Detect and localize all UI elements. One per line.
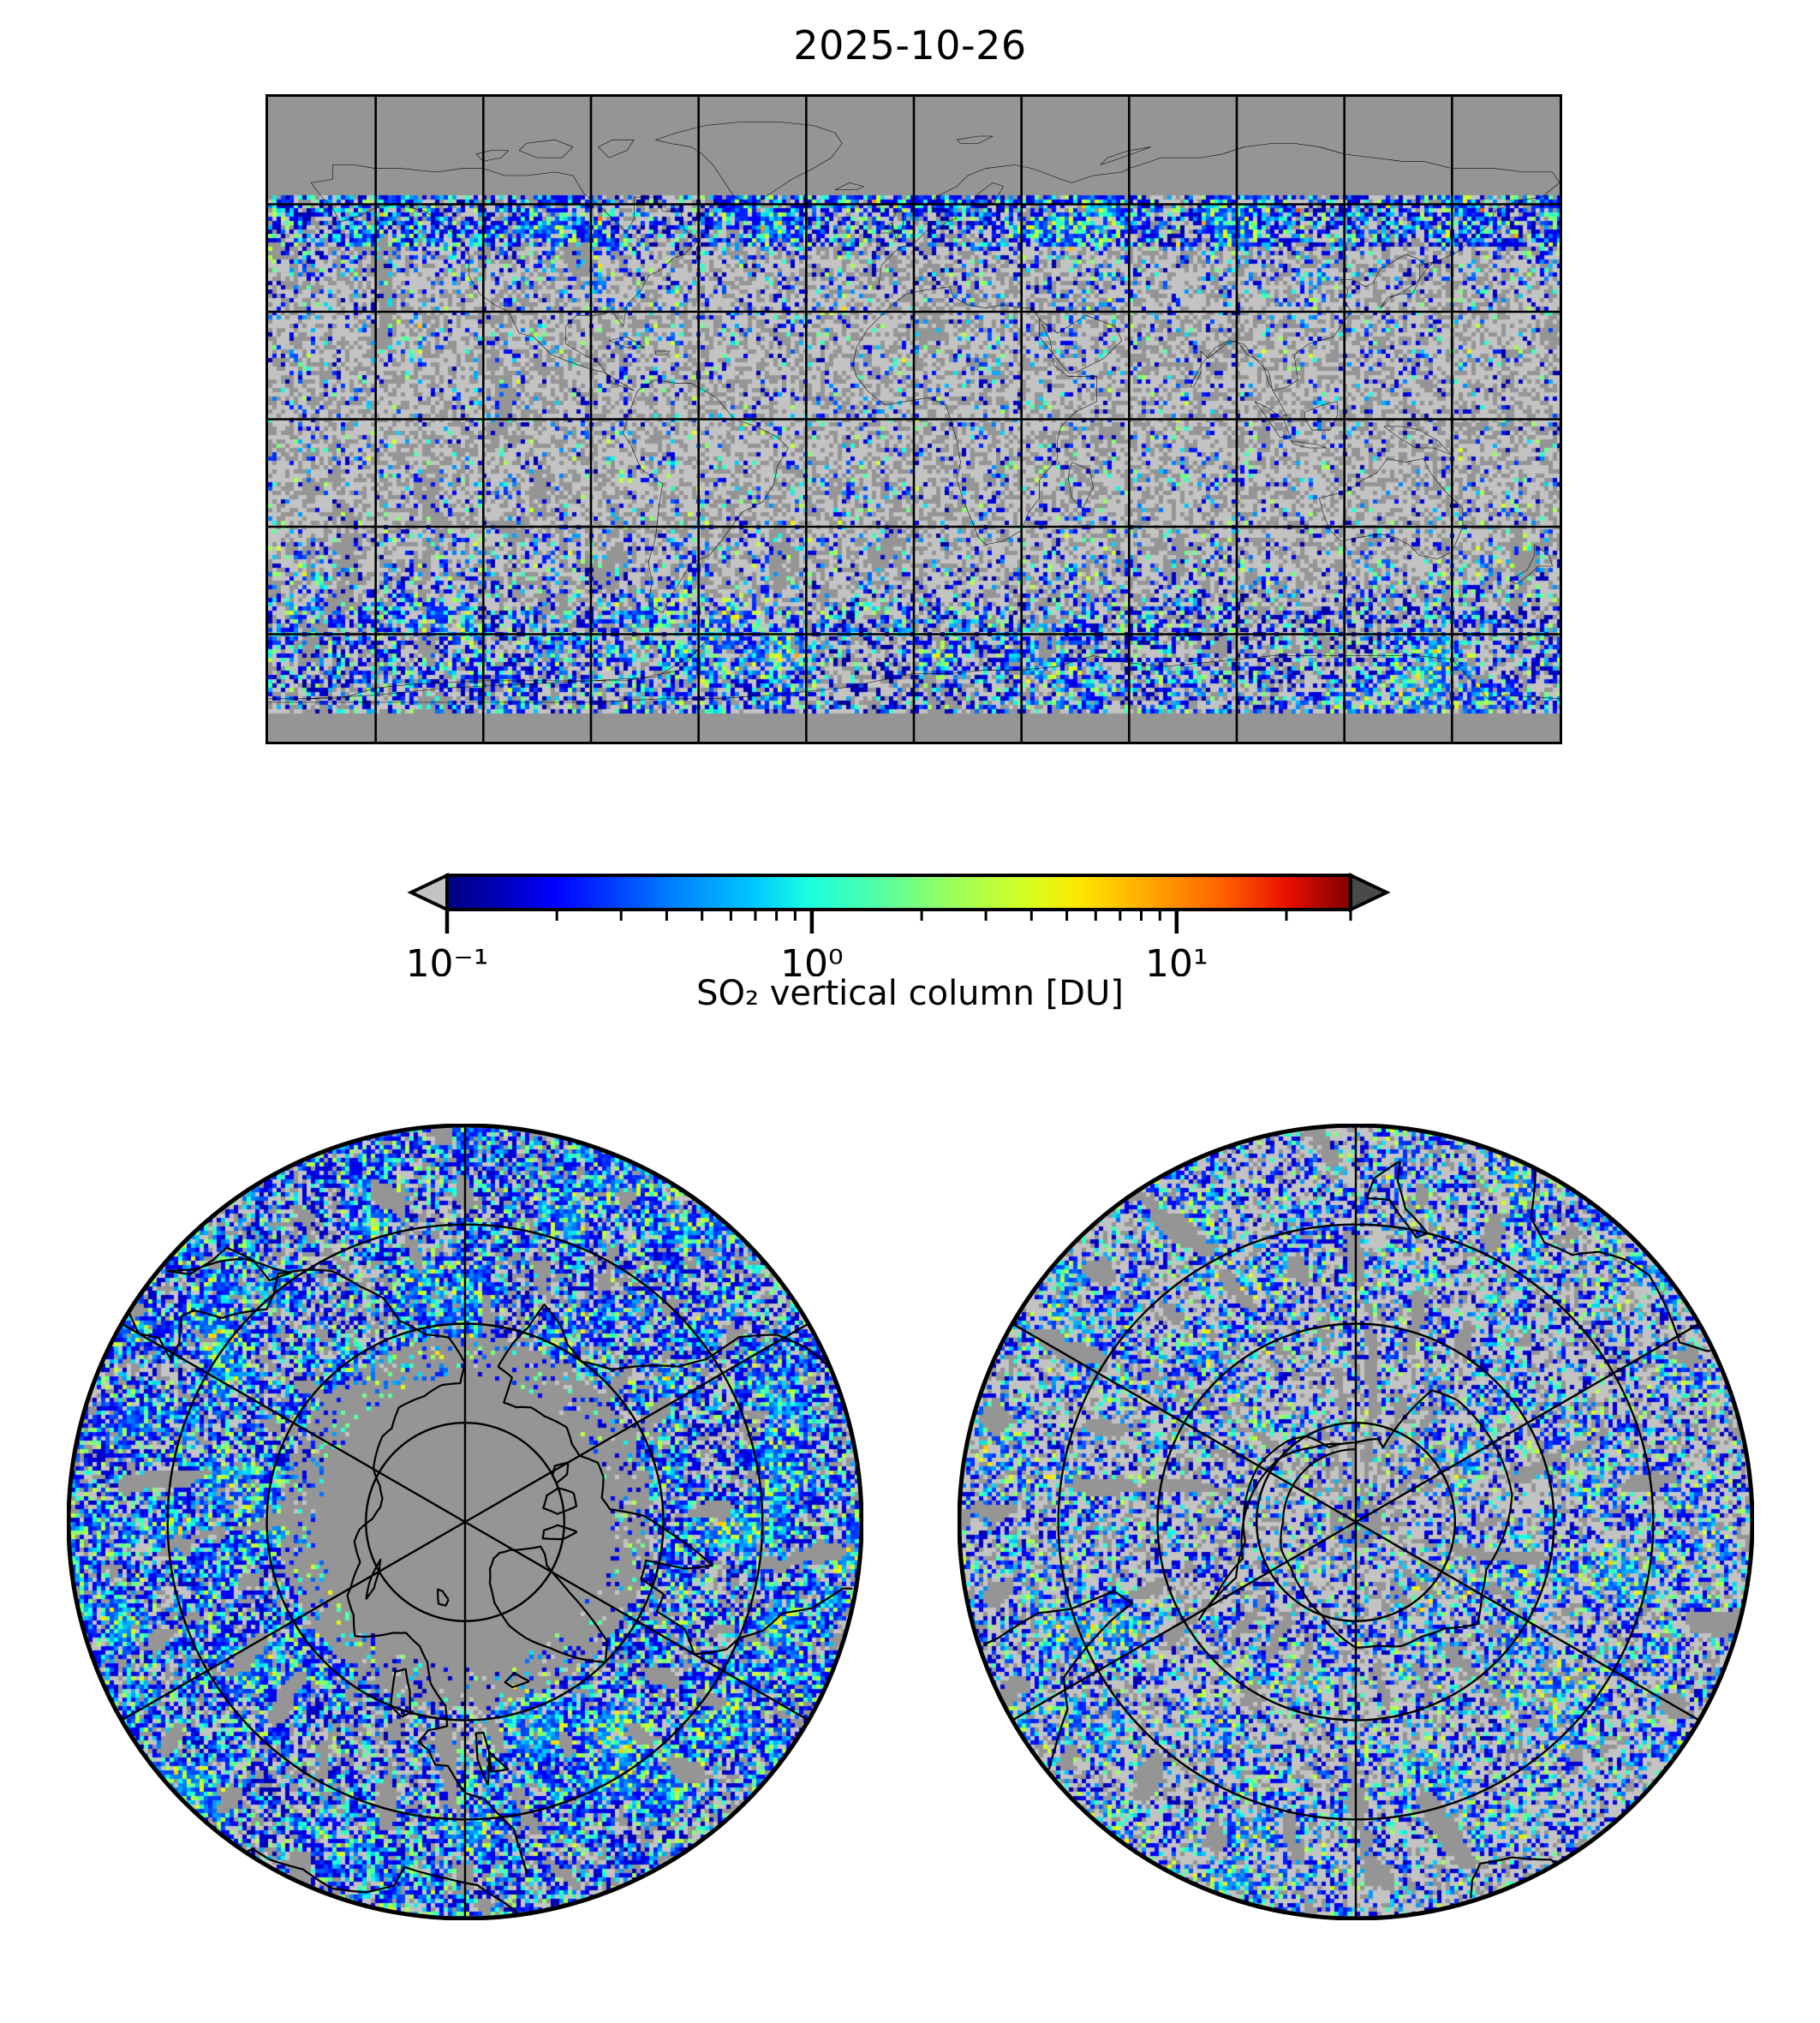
colorbar-group: 10⁻¹ 10⁰ 10¹ SO₂ vertical column [DU] (0, 856, 1820, 1036)
south-polar-data-canvas (958, 1124, 1754, 1920)
north-polar-data-canvas (67, 1124, 863, 1920)
global-map-panel (266, 94, 1562, 744)
south-polar-map-panel (958, 1124, 1754, 1920)
global-map-data-canvas (268, 97, 1560, 742)
colorbar-tick-label: 10¹ (1145, 942, 1208, 976)
colorbar-tick-label: 10⁻¹ (406, 942, 489, 976)
north-polar-map-panel (67, 1124, 863, 1920)
colorbar-axis-label: SO₂ vertical column [DU] (696, 974, 1124, 1013)
colorbar-over-extend-arrow (1349, 872, 1391, 913)
page-title: 2025-10-26 (793, 22, 1027, 69)
colorbar-gradient-bar (445, 874, 1352, 911)
colorbar-under-extend-arrow (407, 872, 449, 913)
colorbar-tick-label: 10⁰ (780, 942, 844, 976)
colorbar[interactable]: 10⁻¹ 10⁰ 10¹ (0, 856, 1820, 986)
